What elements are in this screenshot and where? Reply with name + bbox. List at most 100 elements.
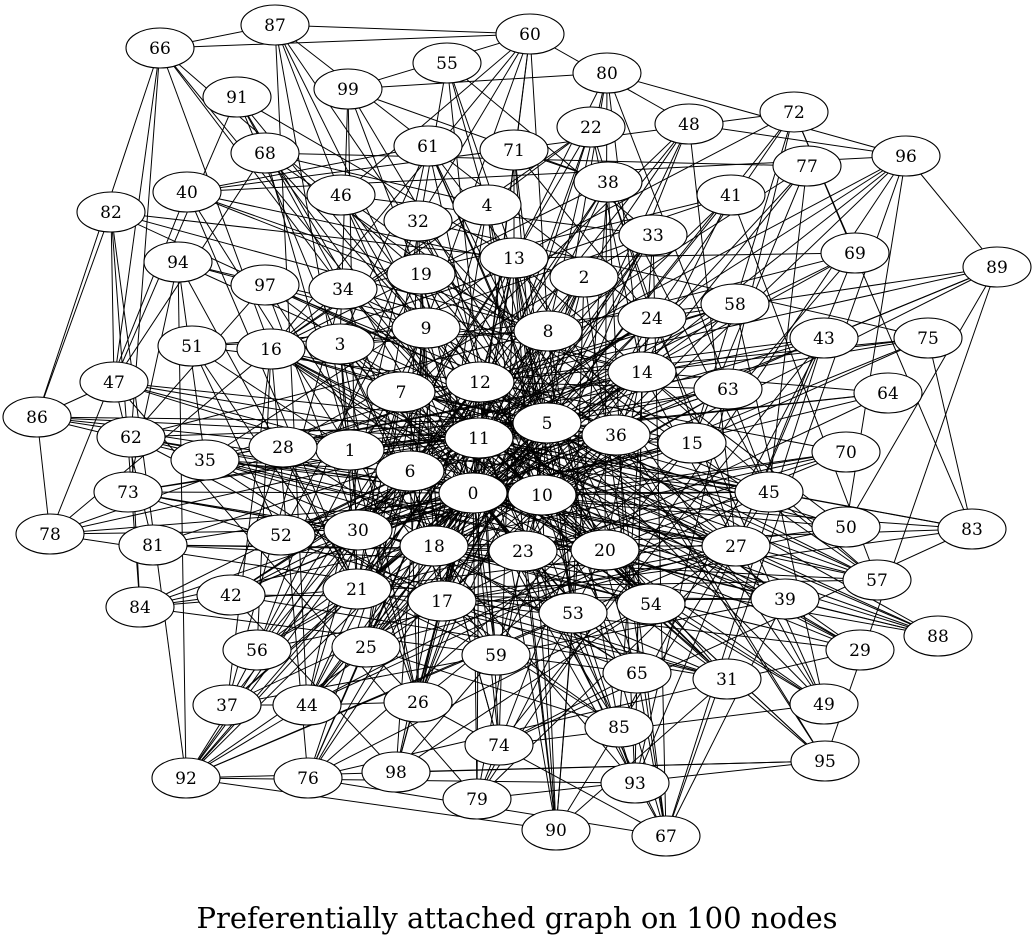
node-ellipse bbox=[570, 529, 640, 571]
node-label: 62 bbox=[120, 428, 142, 448]
node-label: 9 bbox=[421, 319, 432, 339]
node-label: 13 bbox=[503, 249, 525, 269]
node-label: 52 bbox=[270, 526, 292, 546]
node-label: 34 bbox=[332, 280, 354, 300]
graph-node-18: 18 bbox=[399, 525, 469, 567]
edge-83-45 bbox=[768, 491, 973, 530]
node-ellipse bbox=[118, 524, 188, 566]
graph-node-9: 9 bbox=[391, 307, 461, 349]
graph-node-3: 3 bbox=[305, 323, 375, 365]
edge-84-0 bbox=[139, 492, 474, 608]
edge-18-54 bbox=[433, 545, 652, 605]
graph-node-98: 98 bbox=[361, 751, 431, 793]
edge-39-11 bbox=[478, 437, 786, 600]
node-ellipse bbox=[393, 125, 463, 167]
node-label: 45 bbox=[758, 483, 780, 503]
node-label: 20 bbox=[594, 541, 616, 561]
edge-67-43 bbox=[665, 337, 825, 837]
graph-node-82: 82 bbox=[76, 191, 146, 233]
edge-65-67 bbox=[636, 672, 667, 837]
node-ellipse bbox=[308, 268, 378, 310]
edge-68-1 bbox=[264, 152, 351, 451]
node-label: 16 bbox=[260, 340, 282, 360]
edge-61-3 bbox=[339, 145, 429, 345]
edge-31-0 bbox=[472, 492, 728, 680]
graph-node-1: 1 bbox=[315, 429, 385, 471]
node-ellipse bbox=[93, 471, 163, 513]
edge-77-14 bbox=[641, 165, 808, 373]
graph-node-83: 83 bbox=[937, 508, 1007, 550]
node-label: 66 bbox=[149, 39, 171, 59]
node-ellipse bbox=[438, 472, 508, 514]
edge-82-47 bbox=[110, 211, 115, 383]
node-label: 78 bbox=[39, 525, 61, 545]
edge-49-24 bbox=[651, 317, 825, 705]
edge-68-9 bbox=[264, 152, 427, 329]
node-ellipse bbox=[15, 513, 85, 555]
node-ellipse bbox=[573, 161, 643, 203]
node-ellipse bbox=[306, 174, 376, 216]
node-ellipse bbox=[196, 574, 266, 616]
edge-48-2 bbox=[583, 123, 690, 278]
edge-55-12 bbox=[446, 62, 481, 383]
graph-node-6: 6 bbox=[375, 450, 445, 492]
edge-38-12 bbox=[479, 181, 609, 383]
node-ellipse bbox=[937, 508, 1007, 550]
edge-60-32 bbox=[417, 33, 531, 222]
graph-node-71: 71 bbox=[479, 129, 549, 171]
graph-node-60: 60 bbox=[495, 13, 565, 55]
node-label: 96 bbox=[895, 147, 917, 167]
node-label: 33 bbox=[642, 226, 664, 246]
node-ellipse bbox=[170, 439, 240, 481]
node-ellipse bbox=[631, 815, 701, 857]
node-ellipse bbox=[323, 509, 393, 551]
graph-node-51: 51 bbox=[157, 325, 227, 367]
node-label: 72 bbox=[783, 103, 805, 123]
graph-node-16: 16 bbox=[236, 328, 306, 370]
edge-39-67 bbox=[665, 598, 786, 837]
node-label: 57 bbox=[866, 571, 888, 591]
edge-62-84 bbox=[130, 436, 141, 608]
edge-56-13 bbox=[256, 257, 515, 651]
node-ellipse bbox=[76, 191, 146, 233]
node-label: 24 bbox=[641, 309, 663, 329]
node-ellipse bbox=[820, 232, 890, 274]
graph-node-11: 11 bbox=[444, 417, 514, 459]
node-label: 90 bbox=[545, 821, 567, 841]
node-ellipse bbox=[412, 42, 482, 84]
graph-node-28: 28 bbox=[248, 426, 318, 468]
graph-node-8: 8 bbox=[513, 310, 583, 352]
node-label: 81 bbox=[142, 536, 164, 556]
node-label: 22 bbox=[580, 118, 602, 138]
graph-node-49: 49 bbox=[789, 683, 859, 725]
node-label: 41 bbox=[720, 186, 742, 206]
node-ellipse bbox=[375, 450, 445, 492]
node-label: 68 bbox=[254, 144, 276, 164]
graph-node-59: 59 bbox=[461, 634, 531, 676]
node-label: 95 bbox=[814, 752, 836, 772]
edge-26-5 bbox=[417, 422, 548, 703]
node-ellipse bbox=[407, 580, 477, 622]
edge-21-92 bbox=[185, 588, 358, 779]
node-label: 30 bbox=[347, 521, 369, 541]
node-ellipse bbox=[391, 307, 461, 349]
node-label: 71 bbox=[503, 141, 525, 161]
node-ellipse bbox=[125, 27, 195, 69]
edge-59-37 bbox=[226, 654, 497, 706]
node-label: 76 bbox=[297, 769, 319, 789]
node-ellipse bbox=[96, 416, 166, 458]
graph-node-13: 13 bbox=[479, 237, 549, 279]
edge-75-14 bbox=[641, 337, 929, 373]
node-label: 58 bbox=[724, 295, 746, 315]
edge-34-14 bbox=[342, 288, 643, 373]
node-ellipse bbox=[696, 174, 766, 216]
graph-node-5: 5 bbox=[512, 402, 582, 444]
graph-node-31: 31 bbox=[692, 658, 762, 700]
node-label: 84 bbox=[129, 598, 151, 618]
node-ellipse bbox=[383, 200, 453, 242]
node-ellipse bbox=[222, 629, 292, 671]
node-ellipse bbox=[654, 103, 724, 145]
node-label: 98 bbox=[385, 763, 407, 783]
graph-node-4: 4 bbox=[452, 184, 522, 226]
graph-node-94: 94 bbox=[143, 241, 213, 283]
